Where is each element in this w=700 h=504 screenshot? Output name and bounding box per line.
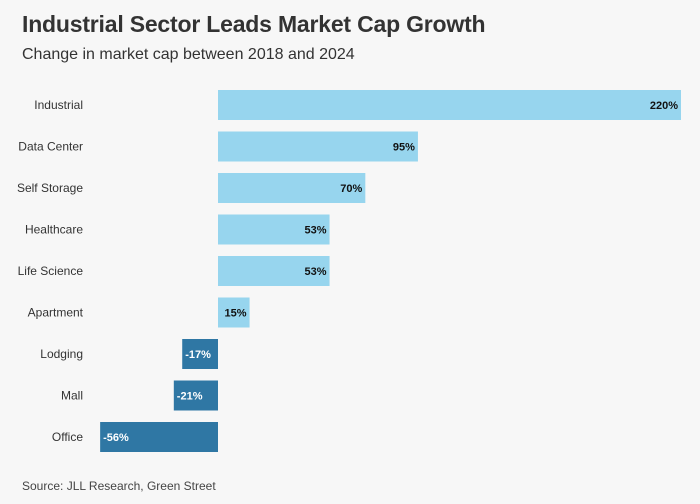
value-label: -21% [177, 391, 203, 403]
bar [218, 214, 330, 245]
bar [100, 422, 218, 452]
category-label: Mall [61, 389, 83, 403]
value-label: 53% [305, 225, 327, 237]
value-label: 220% [650, 100, 678, 112]
category-label: Industrial [34, 98, 83, 112]
category-label: Lodging [40, 347, 83, 361]
category-label: Self Storage [17, 181, 83, 195]
chart-title: Industrial Sector Leads Market Cap Growt… [22, 11, 486, 37]
bar [218, 256, 330, 286]
category-label: Apartment [28, 306, 84, 320]
value-label: 70% [340, 183, 362, 195]
category-label: Healthcare [25, 223, 83, 237]
source-note: Source: JLL Research, Green Street [22, 479, 216, 493]
bar [218, 297, 250, 328]
value-label: -17% [185, 349, 211, 361]
bar [218, 173, 366, 203]
category-label: Data Center [18, 140, 83, 154]
bar [182, 339, 218, 369]
value-label: 15% [225, 308, 247, 320]
category-label: Office [52, 430, 83, 444]
value-label: 95% [393, 142, 415, 154]
chart-subtitle: Change in market cap between 2018 and 20… [22, 46, 355, 63]
bar [218, 90, 681, 120]
value-label: -56% [103, 432, 129, 444]
category-label: Life Science [18, 264, 84, 278]
bar [218, 131, 418, 162]
value-label: 53% [305, 266, 327, 278]
bar [173, 380, 218, 411]
